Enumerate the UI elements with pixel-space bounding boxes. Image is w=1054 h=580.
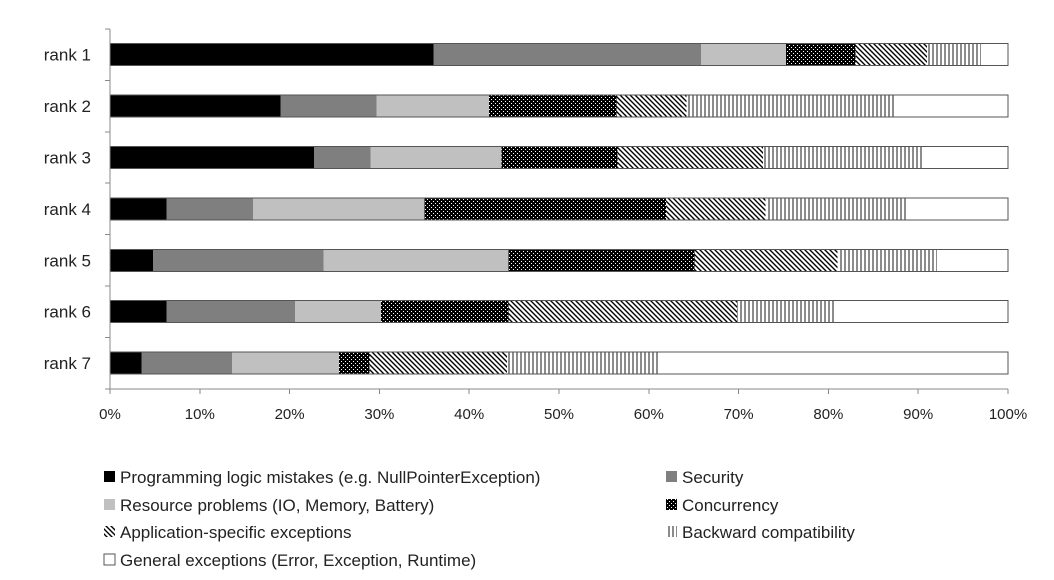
legend-label: Backward compatibility [682,523,855,542]
legend-swatch [104,471,115,482]
x-tick-label: 80% [813,406,843,423]
legend-item: General exceptions (Error, Exception, Ru… [103,551,476,570]
legend-swatch [104,526,115,537]
legend-label: Security [682,468,744,487]
legend-swatch [104,499,115,510]
bar-segment [927,43,982,66]
bar-segment [686,95,896,118]
legend-label: Programming logic mistakes (e.g. NullPoi… [120,468,540,487]
bar-segment [166,197,253,220]
bar-segment [837,249,938,272]
legend-swatch [103,553,116,566]
legend: Programming logic mistakes (e.g. NullPoi… [103,468,855,570]
legend-item: Application-specific exceptions [104,523,352,542]
bar-segment [370,146,502,169]
bar-segment [381,300,509,323]
bar-segment [323,249,509,272]
x-tick-label: 50% [544,406,574,423]
bar-segment [616,95,687,118]
category-label: rank 6 [44,303,91,322]
bar-segment [736,300,837,323]
bar-segment [110,352,142,375]
bar-segment [369,352,507,375]
bar-segment [110,249,154,272]
bar-segment [907,197,1008,220]
bar-segment [232,352,339,375]
legend-label: General exceptions (Error, Exception, Ru… [120,551,476,570]
bar-segment [508,249,695,272]
legend-swatch [666,526,677,537]
x-tick-label: 100% [989,406,1027,423]
x-tick-label: 30% [364,406,394,423]
bar-segment [424,197,666,220]
bar-segment [895,95,1008,118]
bar-segment [280,95,377,118]
bar-segment [153,249,324,272]
legend-item: Resource problems (IO, Memory, Battery) [104,496,434,515]
bar-segment [110,197,167,220]
legend-label: Concurrency [682,496,779,515]
category-label: rank 7 [44,354,91,373]
bar-segment [665,197,766,220]
bar-segment [252,197,425,220]
plot-area [109,43,1009,375]
bar-segment [836,300,1008,323]
bar-segment [376,95,489,118]
bar-segment [981,43,1008,66]
bar-segment [617,146,763,169]
x-tick-label: 40% [454,406,484,423]
bar-segment [786,43,856,66]
bar-segment [110,43,434,66]
bar-segment [694,249,838,272]
category-label: rank 2 [44,97,91,116]
bar-segment [765,197,908,220]
bar-segment [110,95,281,118]
bar-segment [508,300,737,323]
x-tick-label: 60% [634,406,664,423]
bar-segment [313,146,371,169]
category-label: rank 1 [44,46,91,65]
axes: rank 1 rank 2 rank 3 rank 4 rank 5 rank 6 rank… [44,28,1027,423]
legend-item: Backward compatibility [666,523,855,542]
x-tick-label: 90% [903,406,933,423]
bar-segment [110,300,167,323]
legend-label: Resource problems (IO, Memory, Battery) [120,496,434,515]
category-label: rank 5 [44,251,91,270]
bar-segment [937,249,1008,272]
bar-segment [855,43,928,66]
category-label: rank 3 [44,149,91,168]
bar-segment [501,146,618,169]
bar-segment [433,43,701,66]
bar-segment [762,146,922,169]
legend-item: Concurrency [666,496,779,515]
bar-segment [294,300,382,323]
bar-segment [921,146,1008,169]
legend-item: Programming logic mistakes (e.g. NullPoi… [104,468,540,487]
legend-label: Application-specific exceptions [120,523,352,542]
bar-segment [506,352,660,375]
bar-segment [338,352,370,375]
legend-swatch [666,471,677,482]
bar-segment [141,352,233,375]
legend-item: Security [666,468,744,487]
category-label: rank 4 [44,200,91,219]
x-tick-label: 70% [724,406,754,423]
bar-segment [110,146,314,169]
x-tick-label: 0% [99,406,121,423]
x-tick-label: 20% [275,406,305,423]
bar-segment [166,300,295,323]
bar-segment [659,352,1008,375]
bar-segment [700,43,787,66]
legend-swatch [666,499,677,510]
x-tick-label: 10% [185,406,215,423]
bar-segment [488,95,617,118]
